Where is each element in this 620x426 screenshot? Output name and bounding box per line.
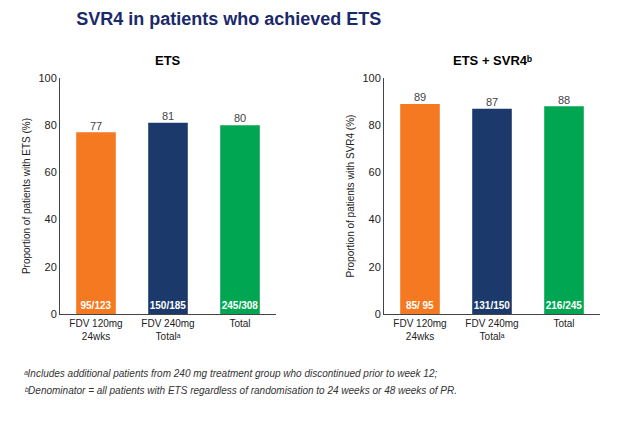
- svg-text:77: 77: [90, 120, 102, 132]
- svg-text:ETS + SVR4ᵇ: ETS + SVR4ᵇ: [453, 53, 532, 68]
- svg-text:ETS: ETS: [155, 53, 181, 68]
- svg-text:60: 60: [45, 166, 57, 178]
- svg-text:100: 100: [38, 72, 56, 84]
- svg-text:ᵇDenominator = all patients wi: ᵇDenominator = all patients with ETS reg…: [24, 385, 457, 396]
- svg-text:81: 81: [162, 110, 174, 122]
- svg-text:FDV 240mgTotalᵃ: FDV 240mgTotalᵃ: [141, 318, 194, 342]
- svg-text:100: 100: [362, 72, 380, 84]
- svg-text:SVR4 in patients who achieved: SVR4 in patients who achieved ETS: [76, 9, 381, 29]
- svg-text:FDV 240mgTotalᵃ: FDV 240mgTotalᵃ: [465, 318, 518, 342]
- svg-text:40: 40: [45, 213, 57, 225]
- svg-text:40: 40: [369, 213, 381, 225]
- svg-text:ᵃIncludes additional patients: ᵃIncludes additional patients from 240 m…: [24, 368, 437, 379]
- svg-text:20: 20: [369, 261, 381, 273]
- svg-text:60: 60: [369, 166, 381, 178]
- svg-text:87: 87: [486, 96, 498, 108]
- svg-text:Proportion of patients with ET: Proportion of patients with ETS (%): [21, 118, 32, 274]
- svg-text:131/150: 131/150: [474, 300, 511, 311]
- svg-text:Total: Total: [229, 318, 250, 329]
- svg-text:80: 80: [369, 119, 381, 131]
- svg-text:0: 0: [375, 308, 381, 320]
- svg-text:FDV 120mg24wks: FDV 120mg24wks: [393, 318, 446, 342]
- svg-text:95/123: 95/123: [80, 300, 111, 311]
- svg-text:89: 89: [414, 91, 426, 103]
- svg-text:85/ 95: 85/ 95: [406, 300, 434, 311]
- svg-text:245/308: 245/308: [222, 300, 259, 311]
- svg-text:0: 0: [51, 308, 57, 320]
- svg-text:20: 20: [45, 261, 57, 273]
- svg-text:80: 80: [234, 112, 246, 124]
- svg-text:Total: Total: [553, 318, 574, 329]
- svg-text:80: 80: [45, 119, 57, 131]
- svg-text:88: 88: [558, 94, 570, 106]
- svg-text:FDV 120mg24wks: FDV 120mg24wks: [69, 318, 122, 342]
- svg-text:Proportion of patients with SV: Proportion of patients with SVR4 (%): [345, 115, 356, 278]
- svg-text:216/245: 216/245: [546, 300, 583, 311]
- svg-text:150/185: 150/185: [150, 300, 187, 311]
